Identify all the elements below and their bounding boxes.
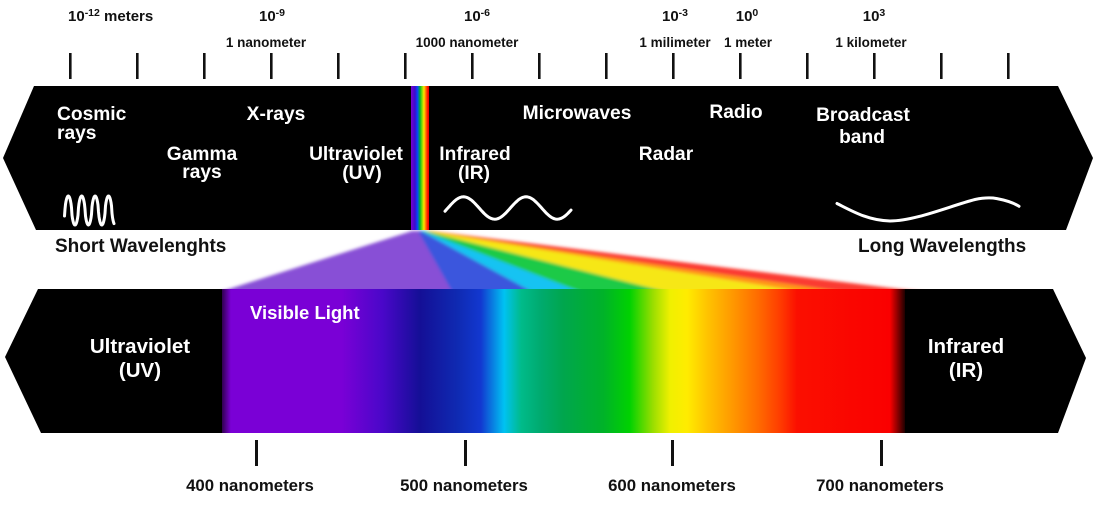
svg-text:Visible Light: Visible Light: [250, 302, 360, 323]
svg-text:rays: rays: [182, 162, 221, 183]
svg-text:Cosmic: Cosmic: [57, 104, 127, 125]
svg-text:Ultraviolet: Ultraviolet: [90, 335, 190, 358]
svg-text:band: band: [839, 127, 885, 148]
svg-text:Radar: Radar: [639, 144, 694, 165]
svg-text:Gamma: Gamma: [167, 144, 238, 165]
svg-text:10-3: 10-3: [662, 7, 688, 25]
svg-text:Infrared: Infrared: [928, 335, 1004, 358]
svg-text:1 kilometer: 1 kilometer: [835, 35, 907, 50]
svg-text:10-9: 10-9: [259, 7, 285, 25]
svg-text:Microwaves: Microwaves: [523, 103, 632, 124]
svg-text:Radio: Radio: [709, 102, 762, 123]
svg-text:rays: rays: [57, 123, 96, 144]
svg-text:Ultraviolet: Ultraviolet: [309, 144, 403, 165]
svg-text:100: 100: [736, 7, 759, 25]
svg-text:Infrared: Infrared: [439, 144, 510, 165]
svg-text:1 meter: 1 meter: [724, 35, 773, 50]
svg-text:700 nanometers: 700 nanometers: [816, 476, 944, 495]
svg-text:(UV): (UV): [342, 163, 381, 184]
svg-text:10-12 meters: 10-12 meters: [68, 7, 153, 25]
svg-text:(UV): (UV): [119, 359, 161, 382]
svg-text:1000 nanometer: 1000 nanometer: [416, 35, 520, 50]
svg-text:X-rays: X-rays: [247, 104, 306, 125]
svg-text:(IR): (IR): [949, 359, 983, 382]
svg-text:1 nanometer: 1 nanometer: [226, 35, 307, 50]
svg-text:Long Wavelengths: Long Wavelengths: [858, 236, 1026, 257]
svg-text:500 nanometers: 500 nanometers: [400, 476, 528, 495]
svg-text:(IR): (IR): [458, 163, 490, 184]
svg-text:10-6: 10-6: [464, 7, 490, 25]
svg-text:600 nanometers: 600 nanometers: [608, 476, 736, 495]
svg-text:103: 103: [863, 7, 886, 25]
svg-text:400 nanometers: 400 nanometers: [186, 476, 314, 495]
svg-text:Short Wavelenghts: Short Wavelenghts: [55, 236, 226, 257]
svg-text:Broadcast: Broadcast: [816, 105, 910, 126]
svg-text:1 milimeter: 1 milimeter: [639, 35, 711, 50]
